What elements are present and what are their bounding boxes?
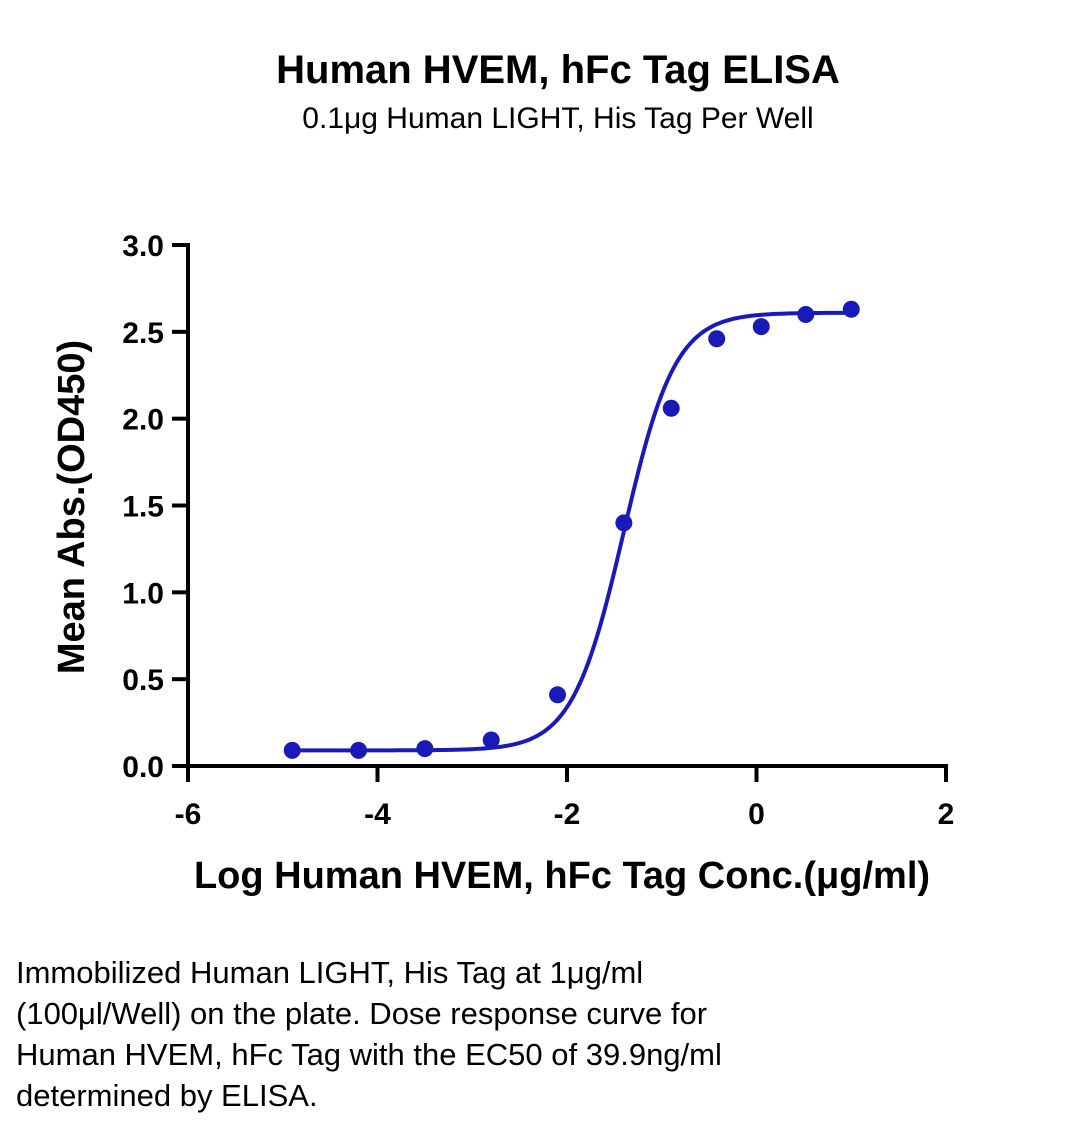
y-axis-label: Mean Abs.(OD450) [51, 340, 93, 674]
x-tick-label: -4 [364, 798, 391, 831]
figure-caption: Immobilized Human LIGHT, His Tag at 1μg/… [16, 952, 1056, 1116]
fit-curve-layer [292, 310, 852, 753]
x-axis-label: Log Human HVEM, hFc Tag Conc.(μg/ml) [194, 855, 930, 897]
x-tick-label: 2 [938, 798, 955, 831]
fit-curve [292, 310, 852, 753]
data-point [482, 731, 500, 749]
y-tick-label: 0.5 [122, 664, 164, 697]
x-tick-label: -6 [175, 798, 202, 831]
y-tick-label: 0.0 [122, 751, 164, 784]
data-point [350, 741, 368, 759]
data-point [662, 399, 680, 417]
data-point [615, 514, 633, 532]
y-tick-label: 2.5 [122, 317, 164, 350]
caption-line: Human HVEM, hFc Tag with the EC50 of 39.… [16, 1037, 722, 1072]
axes: 0.0 0.5 1.0 1.5 2.0 2.5 3.0 -6 -4 -2 0 2 [122, 230, 954, 831]
caption-line: Immobilized Human LIGHT, His Tag at 1μg/… [16, 955, 644, 990]
chart-title: Human HVEM, hFc Tag ELISA [276, 48, 840, 92]
data-point [708, 330, 726, 348]
elisa-chart: Human HVEM, hFc Tag ELISA 0.1μg Human LI… [51, 48, 954, 897]
data-point [416, 740, 434, 758]
data-point [549, 686, 567, 704]
y-tick-label: 1.0 [122, 577, 164, 610]
data-point [283, 741, 301, 759]
caption-line: determined by ELISA. [16, 1078, 318, 1113]
chart-subtitle: 0.1μg Human LIGHT, His Tag Per Well [302, 102, 813, 135]
y-tick-label: 1.5 [122, 491, 164, 524]
x-tick-label: -2 [554, 798, 581, 831]
y-tick-label: 2.0 [122, 404, 164, 437]
data-point [752, 318, 770, 336]
data-point [797, 305, 815, 323]
data-point [842, 300, 860, 318]
caption-line: (100μl/Well) on the plate. Dose response… [16, 996, 708, 1031]
x-tick-label: 0 [748, 798, 765, 831]
y-tick-label: 3.0 [122, 230, 164, 263]
data-points [283, 300, 860, 759]
